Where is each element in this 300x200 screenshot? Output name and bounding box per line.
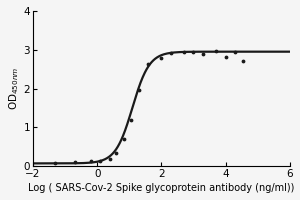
X-axis label: Log ( SARS-Cov-2 Spike glycoprotein antibody (ng/ml)): Log ( SARS-Cov-2 Spike glycoprotein anti… <box>28 183 295 193</box>
Point <box>88 160 93 163</box>
Point <box>128 118 133 121</box>
Y-axis label: OD$_{450nm}$: OD$_{450nm}$ <box>7 67 21 110</box>
Point <box>233 51 238 54</box>
Point <box>159 57 164 60</box>
Point <box>108 158 112 161</box>
Point <box>146 63 151 66</box>
Point <box>191 51 196 54</box>
Point <box>98 159 103 163</box>
Point <box>241 60 246 63</box>
Point <box>122 137 127 141</box>
Point <box>169 51 173 54</box>
Point <box>53 162 58 165</box>
Point <box>201 53 206 56</box>
Point <box>214 49 218 52</box>
Point <box>223 56 228 59</box>
Point <box>72 161 77 164</box>
Point <box>114 151 119 154</box>
Point <box>182 50 186 53</box>
Point <box>136 89 141 92</box>
